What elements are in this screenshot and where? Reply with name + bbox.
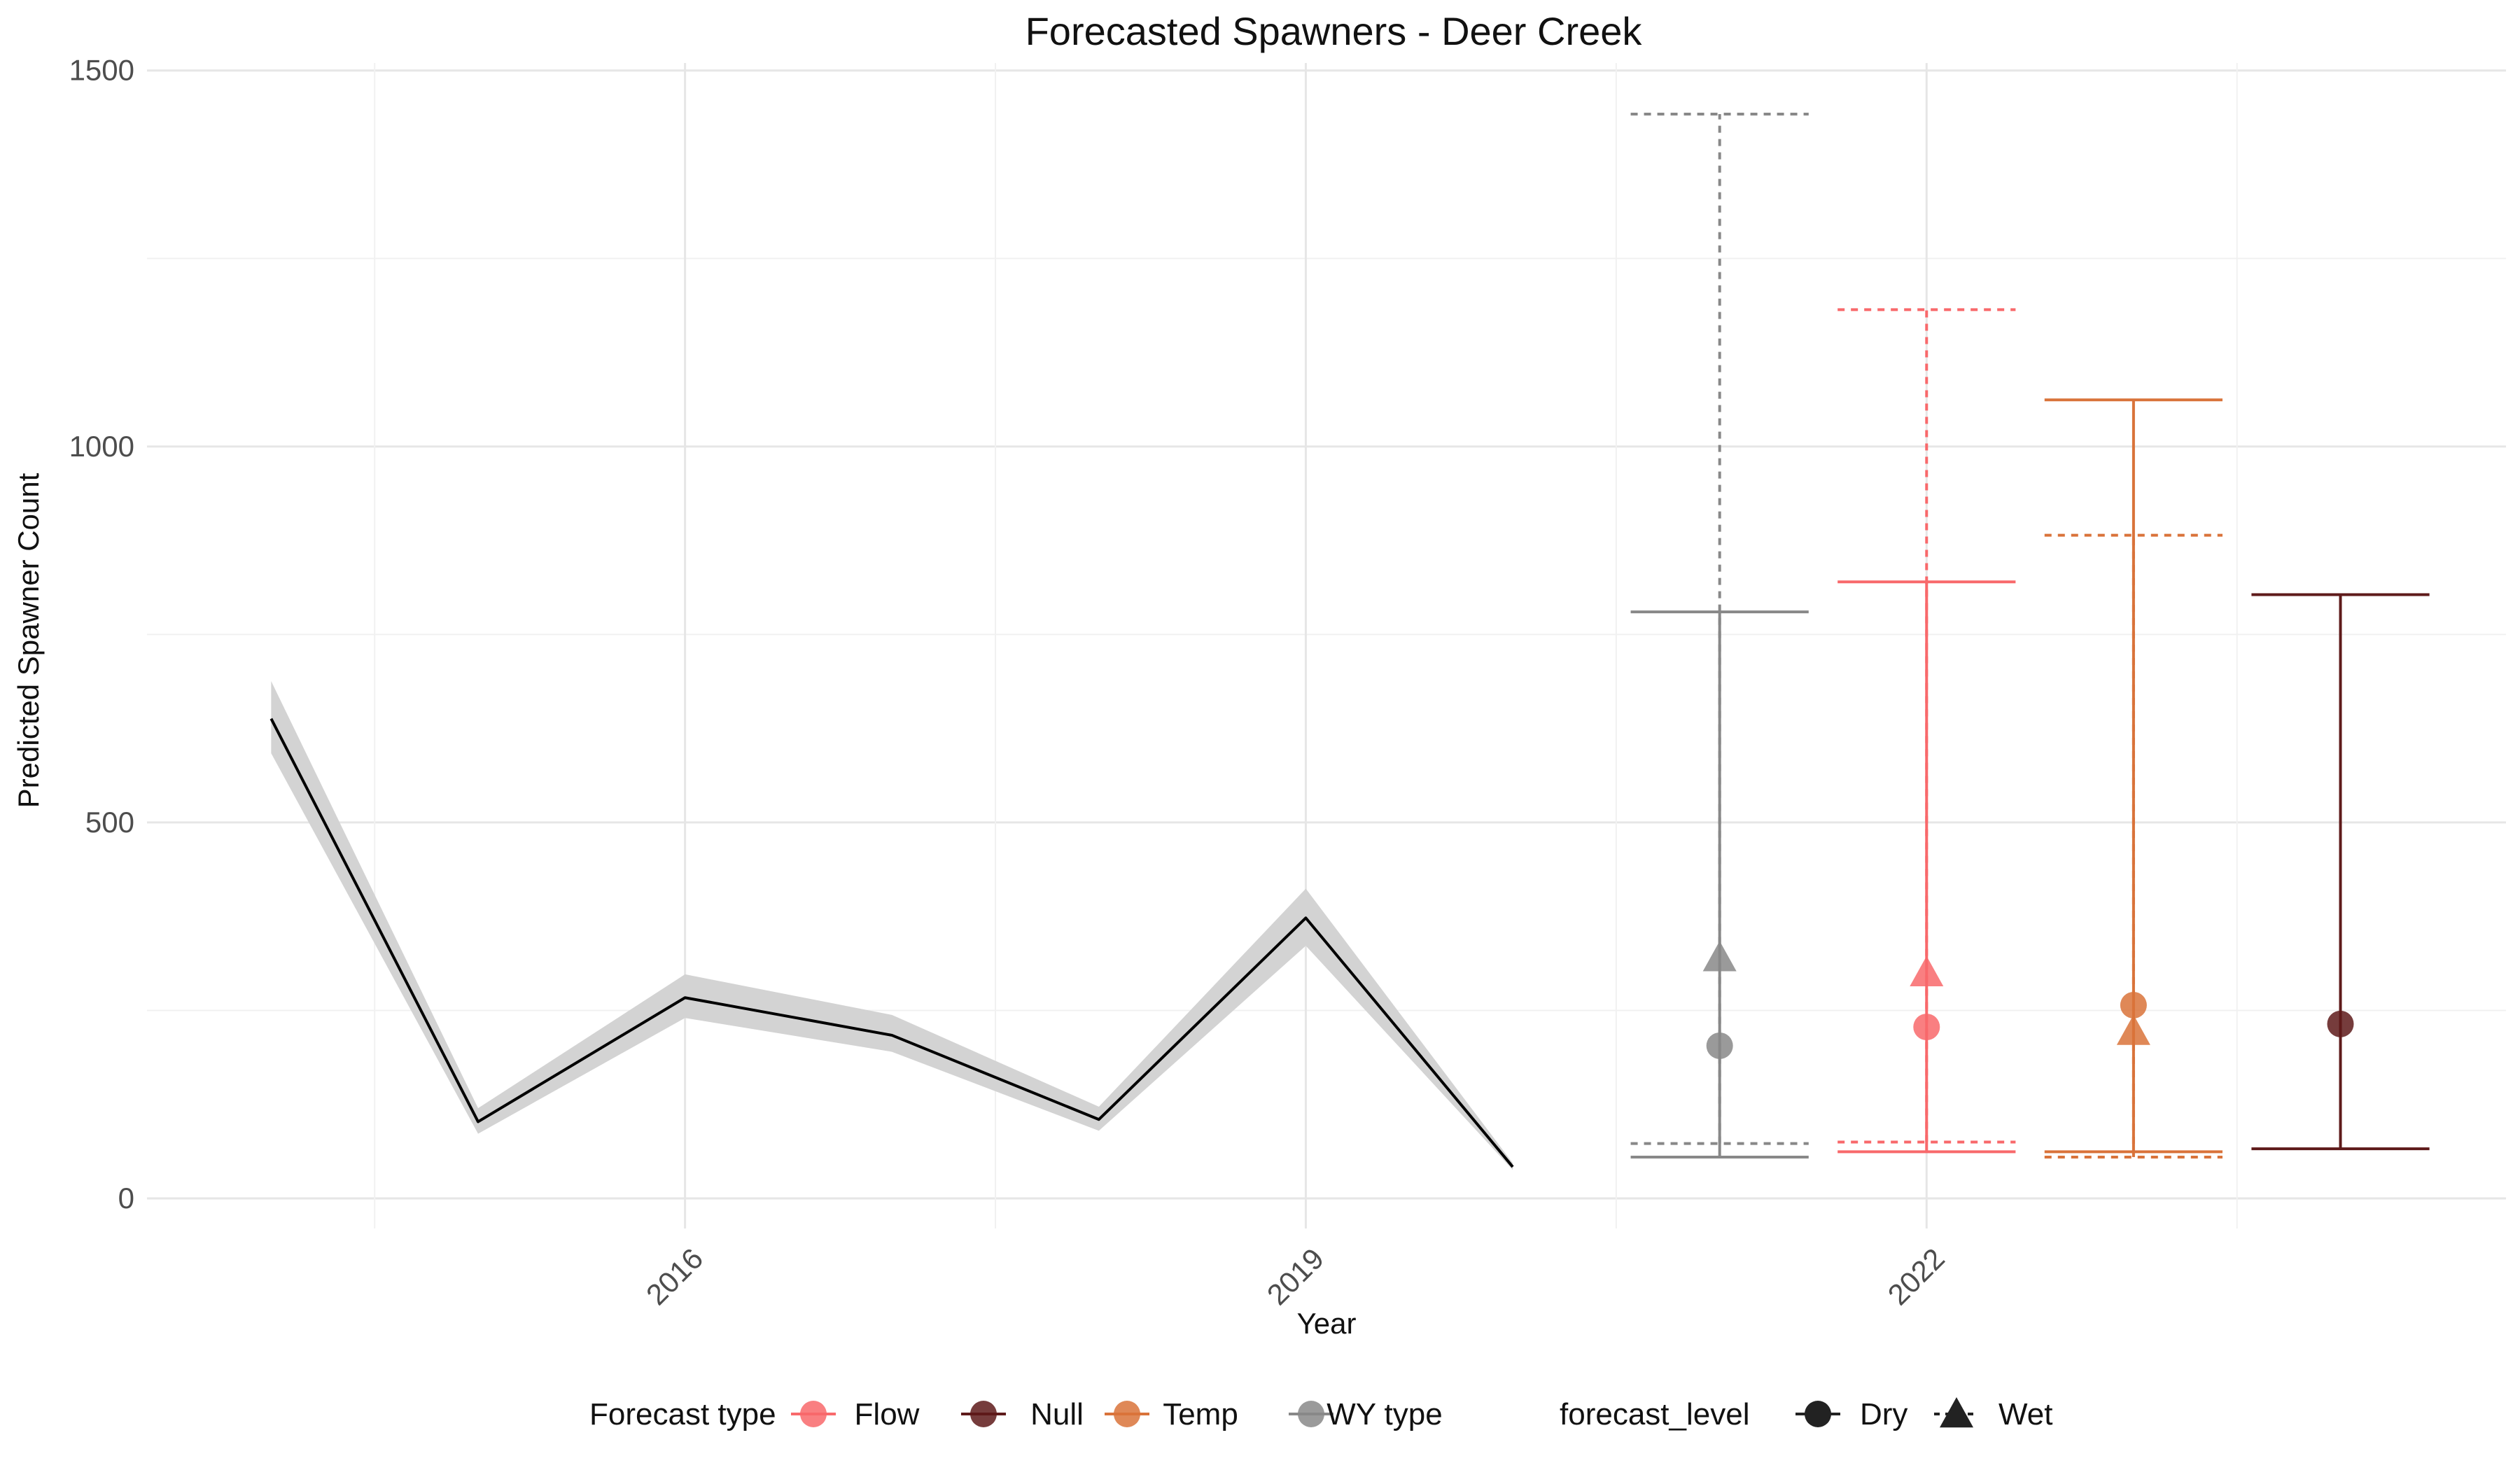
observed-ribbon: [271, 680, 1513, 1170]
legend: Forecast type Flow Null Temp WY type forecast…: [589, 1397, 2052, 1432]
legend-color-title: Forecast type: [589, 1397, 776, 1432]
chart-title: Forecasted Spawners - Deer Creek: [1026, 9, 1643, 53]
point-dry-flow: [1913, 1014, 1940, 1041]
x-tick-label: 2019: [1261, 1242, 1330, 1311]
legend-item-label: WY type: [1326, 1397, 1442, 1432]
point-dry-wy-type: [1706, 1032, 1733, 1059]
point-dry-temp: [2120, 991, 2147, 1018]
forecasts-group: [1630, 113, 2430, 1158]
legend-level-key-triangle: [1940, 1397, 1973, 1428]
y-tick-label: 500: [85, 806, 134, 839]
x-tick-label: 2016: [640, 1242, 709, 1311]
x-axis-label: Year: [1297, 1307, 1357, 1340]
legend-item-label: Temp: [1163, 1397, 1238, 1432]
point-wet-flow: [1910, 955, 1944, 986]
legend-key-point: [970, 1401, 997, 1427]
point-wet-temp: [2116, 1014, 2150, 1045]
observed-ribbon-group: [271, 680, 1513, 1170]
y-tick-label: 1000: [69, 430, 134, 463]
point-dry-null: [2327, 1010, 2354, 1037]
legend-level-label: Wet: [1998, 1397, 2052, 1432]
legend-key-point: [800, 1401, 827, 1427]
observed-line-group: [270, 718, 1514, 1168]
grid: [147, 63, 2506, 1228]
y-tick-labels: 0 500 1000 1500: [69, 54, 134, 1214]
point-wet-wy-type: [1702, 941, 1737, 972]
observed-line: [270, 718, 1514, 1168]
y-axis-label: Predicted Spawner Count: [12, 472, 45, 808]
legend-level-title: forecast_level: [1560, 1397, 1749, 1432]
legend-key-point: [1298, 1401, 1324, 1427]
y-tick-label: 0: [118, 1182, 134, 1214]
legend-item-label: Flow: [855, 1397, 920, 1432]
legend-item-label: Null: [1030, 1397, 1084, 1432]
legend-level-key-circle: [1805, 1401, 1831, 1427]
legend-level-label: Dry: [1860, 1397, 1907, 1432]
x-tick-labels: 2016 2019 2022: [640, 1242, 1951, 1311]
legend-key-point: [1114, 1401, 1140, 1427]
y-tick-label: 1500: [69, 54, 134, 87]
x-tick-label: 2022: [1882, 1242, 1951, 1311]
